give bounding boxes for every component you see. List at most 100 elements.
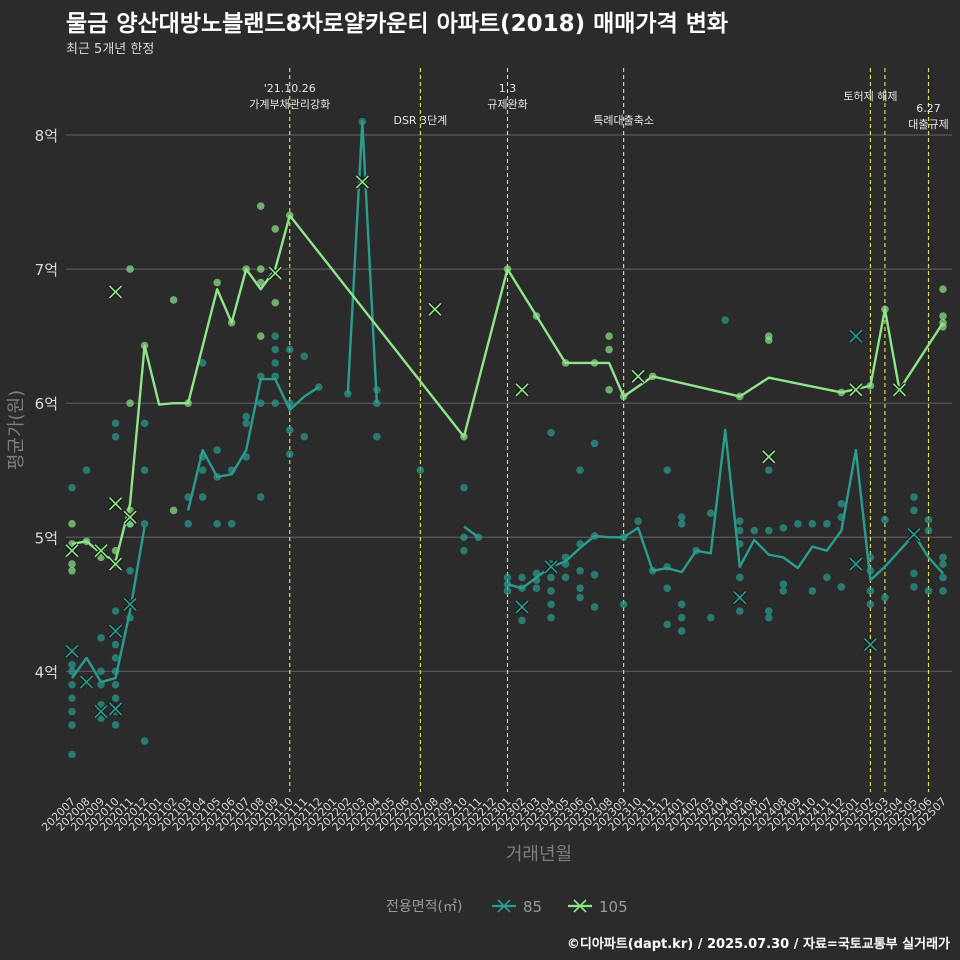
data-point-85 <box>111 432 120 441</box>
data-point-85 <box>503 573 512 582</box>
data-point-85 <box>111 721 120 729</box>
data-point-85 <box>721 316 730 324</box>
data-point-85 <box>82 466 91 475</box>
data-point-85 <box>184 520 192 528</box>
data-point-85 <box>794 520 802 528</box>
y-tick-label: 6억 <box>35 395 58 413</box>
data-point-105 <box>68 566 76 575</box>
data-point-85 <box>866 600 875 609</box>
data-point-85 <box>706 613 715 622</box>
data-point-85 <box>285 450 294 458</box>
data-point-105 <box>256 265 265 273</box>
event-label: 토허제 해제 <box>843 89 897 103</box>
cross-mark-85 <box>515 600 529 614</box>
data-point-85 <box>735 517 744 525</box>
cross-mark-85 <box>79 675 94 689</box>
data-point-105 <box>68 520 76 528</box>
data-point-105 <box>765 332 773 340</box>
data-point-85 <box>373 432 381 441</box>
cross-mark-85 <box>544 560 558 574</box>
data-point-85 <box>111 640 120 649</box>
data-point-85 <box>373 399 381 407</box>
data-point-85 <box>576 566 584 575</box>
data-point-85 <box>677 627 686 635</box>
data-point-85 <box>532 584 541 593</box>
data-point-85 <box>823 520 831 528</box>
data-point-105 <box>169 506 178 515</box>
data-point-85 <box>765 526 773 535</box>
data-point-85 <box>735 607 744 615</box>
data-point-85 <box>576 466 584 475</box>
data-point-85 <box>939 587 947 595</box>
data-point-85 <box>837 499 846 508</box>
cross-mark-105 <box>65 544 79 558</box>
cross-mark-105 <box>108 557 123 571</box>
data-point-85 <box>765 466 773 475</box>
data-point-85 <box>910 493 918 501</box>
data-point-105 <box>605 332 613 340</box>
data-point-105 <box>605 385 613 394</box>
data-point-85 <box>939 553 947 562</box>
legend-label-85: 85 <box>523 898 542 916</box>
data-point-85 <box>677 613 686 622</box>
data-point-85 <box>198 493 207 501</box>
data-point-85 <box>140 520 149 528</box>
data-point-85 <box>271 399 280 407</box>
data-point-85 <box>735 573 744 582</box>
data-point-85 <box>677 600 686 609</box>
y-tick-label: 8억 <box>35 127 58 145</box>
cross-mark-85 <box>108 702 123 716</box>
data-point-85 <box>68 483 76 492</box>
cross-mark-85 <box>123 597 137 611</box>
event-label: 6.27 대출규제 <box>908 102 948 131</box>
data-point-85 <box>924 516 933 524</box>
data-point-85 <box>866 587 875 595</box>
cross-mark-105 <box>123 510 137 524</box>
data-point-85 <box>460 483 468 492</box>
data-point-85 <box>271 345 280 354</box>
cross-mark-105 <box>108 497 123 511</box>
data-point-85 <box>256 399 265 407</box>
cross-mark-105 <box>892 383 907 397</box>
data-point-85 <box>97 634 105 642</box>
cross-mark-105 <box>355 175 369 189</box>
cross-mark-85 <box>863 637 877 652</box>
series-line-85 <box>507 428 944 590</box>
data-point-85 <box>663 584 671 593</box>
data-point-85 <box>576 584 584 593</box>
event-label: '21.10.26 가계부채관리강화 <box>249 82 330 111</box>
y-axis-title: 평균가(원) <box>6 390 27 470</box>
data-point-85 <box>68 694 76 702</box>
data-point-85 <box>939 573 947 582</box>
data-point-105 <box>271 225 280 233</box>
cross-mark-105 <box>428 302 442 316</box>
data-point-85 <box>68 721 76 729</box>
data-point-85 <box>198 359 207 367</box>
data-point-85 <box>765 607 773 615</box>
data-point-85 <box>547 573 555 582</box>
data-point-85 <box>198 466 207 475</box>
cross-mark-85 <box>907 528 921 542</box>
data-point-85 <box>561 573 570 582</box>
cross-mark-105 <box>762 450 776 464</box>
cross-mark-105 <box>515 383 529 397</box>
y-tick-label: 7억 <box>35 261 58 279</box>
data-point-85 <box>111 680 120 689</box>
data-point-85 <box>837 583 846 591</box>
data-point-105 <box>605 345 613 354</box>
data-point-85 <box>285 345 294 354</box>
data-point-85 <box>765 613 773 622</box>
data-point-85 <box>68 750 76 759</box>
data-point-85 <box>677 520 686 528</box>
data-point-105 <box>939 285 947 294</box>
data-point-85 <box>823 573 831 582</box>
cross-mark-85 <box>65 644 79 658</box>
data-point-85 <box>416 466 425 475</box>
data-point-105 <box>169 296 178 304</box>
data-point-85 <box>242 412 250 421</box>
data-point-85 <box>111 694 120 702</box>
data-point-85 <box>590 439 599 448</box>
data-point-85 <box>518 573 526 582</box>
data-point-85 <box>300 352 309 361</box>
data-point-85 <box>924 526 933 535</box>
